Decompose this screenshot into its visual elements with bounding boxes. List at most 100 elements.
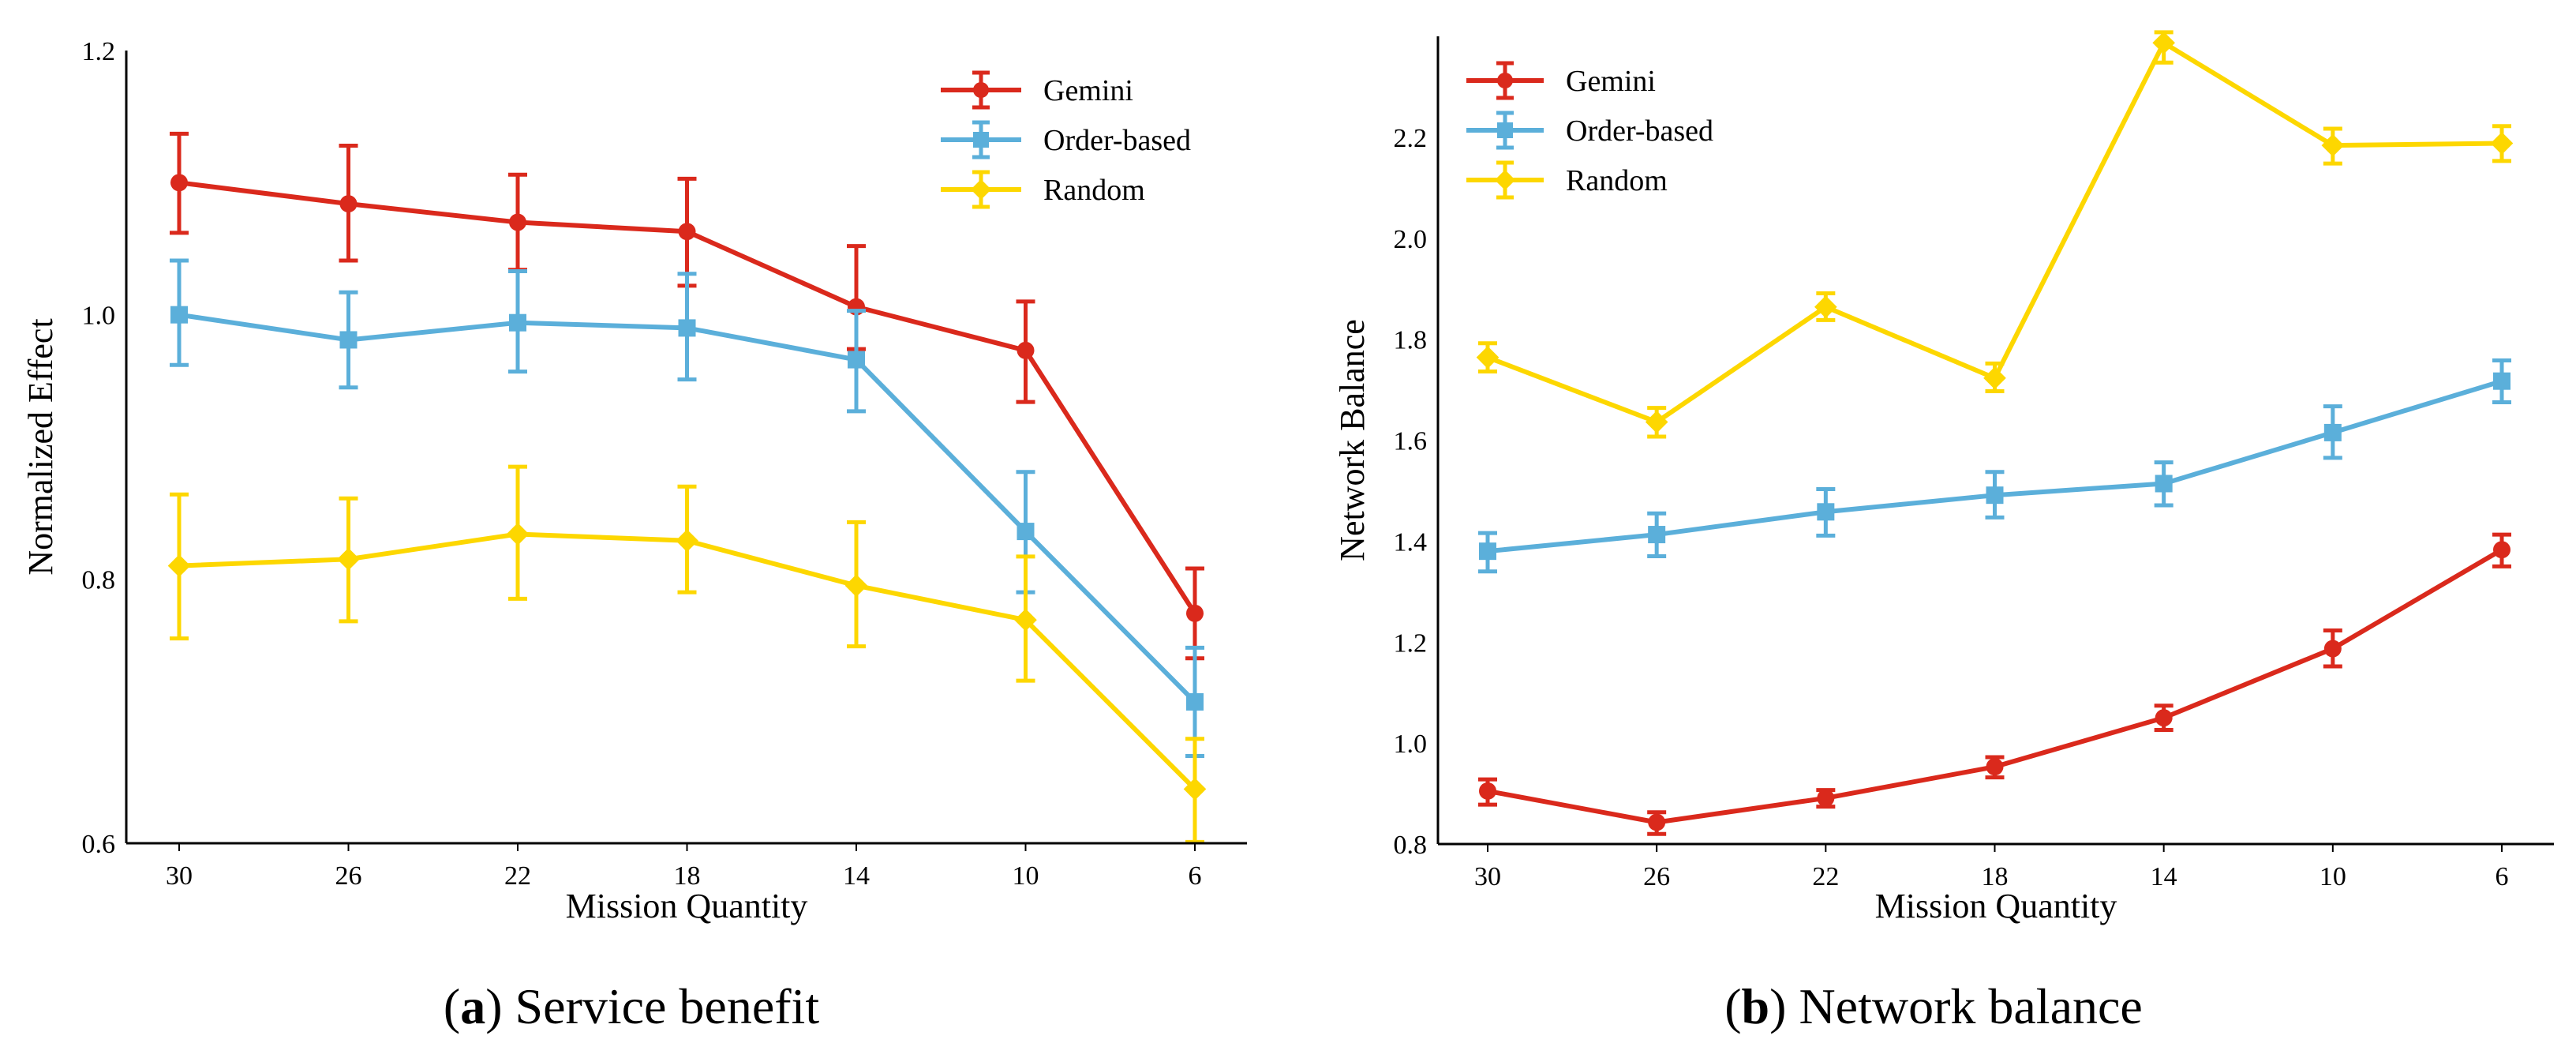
- legend-item-gemini: Gemini: [1466, 61, 1656, 100]
- x-tick-label: 18: [1982, 862, 2009, 891]
- x-tick-label: 10: [2320, 862, 2346, 891]
- data-point-gemini: [1479, 782, 1496, 800]
- legend-label: Gemini: [1566, 65, 1656, 98]
- y-tick-label: 1.0: [1394, 730, 1428, 759]
- data-point-order_based: [1017, 523, 1035, 541]
- x-tick-label: 10: [1013, 861, 1039, 891]
- data-point-random: [1014, 608, 1037, 632]
- x-tick-label: 22: [504, 861, 531, 891]
- y-tick-label: 0.6: [82, 830, 116, 859]
- data-point-order_based: [1817, 503, 1835, 521]
- data-point-order_based: [1648, 526, 1666, 544]
- caption-letter: a: [460, 978, 485, 1034]
- data-point-random: [676, 529, 698, 553]
- data-point-gemini: [678, 223, 696, 241]
- caption: (a) Service benefit: [444, 978, 819, 1034]
- data-point-random: [1183, 778, 1207, 801]
- series-order_based: [1478, 358, 2511, 574]
- data-point-order_based: [2493, 372, 2510, 390]
- legend-marker-order_based: [973, 132, 989, 148]
- x-tick-label: 18: [674, 861, 701, 891]
- data-point-random: [337, 547, 360, 571]
- x-tick-label: 14: [2151, 862, 2177, 891]
- data-point-random: [1983, 366, 2006, 390]
- legend-item-order_based: Order-based: [941, 120, 1191, 159]
- y-tick-label: 2.2: [1394, 124, 1428, 153]
- y-tick-label: 1.6: [1394, 427, 1428, 456]
- legend-item-gemini: Gemini: [941, 70, 1133, 110]
- data-point-gemini: [1017, 341, 1035, 359]
- x-tick-label: 26: [1643, 862, 1670, 891]
- caption-paren-open: (: [1724, 978, 1741, 1034]
- x-axis-label: Mission Quantity: [1875, 887, 2117, 925]
- legend-marker-random: [971, 179, 991, 200]
- data-point-random: [844, 574, 868, 597]
- data-point-random: [1814, 295, 1837, 319]
- data-point-order_based: [1479, 542, 1496, 561]
- legend-label: Random: [1566, 164, 1668, 197]
- data-point-order_based: [848, 351, 865, 369]
- legend: Gemini Order-based Random: [1466, 61, 1713, 200]
- series-random: [167, 464, 1207, 844]
- y-axis-label: Normalized Effect: [21, 318, 60, 575]
- data-point-gemini: [2323, 640, 2342, 658]
- caption-paren-close: ): [1769, 978, 1799, 1034]
- legend-label: Order-based: [1043, 124, 1191, 157]
- legend-item-order_based: Order-based: [1466, 111, 1713, 150]
- x-tick-label: 14: [843, 861, 870, 891]
- caption-paren-open: (: [444, 978, 460, 1034]
- legend-marker-order_based: [1497, 122, 1513, 138]
- data-point-random: [1645, 411, 1668, 433]
- data-point-gemini: [509, 213, 526, 231]
- data-point-random: [167, 554, 191, 577]
- series-random: [1476, 30, 2514, 439]
- data-point-random: [1476, 346, 1500, 369]
- data-point-order_based: [509, 313, 526, 332]
- x-tick-label: 26: [335, 861, 362, 891]
- y-tick-label: 1.8: [1394, 326, 1428, 355]
- series-line-gemini: [1487, 547, 2503, 825]
- legend-marker-gemini: [973, 82, 989, 98]
- legend-item-random: Random: [1466, 160, 1668, 200]
- caption-paren-close: ): [485, 978, 515, 1034]
- legend-label: Order-based: [1566, 114, 1713, 148]
- x-ticks: 30 26 22 18 14 10 6: [1474, 844, 2509, 891]
- y-tick-label: 0.8: [82, 565, 116, 595]
- data-point-gemini: [1648, 813, 1666, 831]
- y-tick-label: 1.2: [1394, 628, 1428, 658]
- legend-label: Random: [1043, 174, 1145, 207]
- data-point-order_based: [170, 306, 188, 324]
- x-tick-label: 22: [1812, 862, 1839, 891]
- legend-marker-gemini: [1497, 73, 1513, 88]
- data-point-order_based: [678, 319, 696, 337]
- panel-service-benefit: 30 26 22 18 14 10 6 0.6 0.8 1.0 1.2 Normalized Ef…: [21, 37, 1247, 1034]
- x-tick-label: 30: [1474, 862, 1501, 891]
- data-point-gemini: [1817, 789, 1835, 807]
- series-line-order_based: [1487, 378, 2503, 554]
- data-point-random: [506, 523, 530, 546]
- data-point-order_based: [1986, 486, 2004, 505]
- data-point-gemini: [2493, 541, 2510, 559]
- data-point-gemini: [1186, 604, 1204, 622]
- caption: (b) Network balance: [1724, 978, 2143, 1034]
- y-tick-label: 0.8: [1394, 831, 1428, 860]
- legend: Gemini Order-based Random: [941, 70, 1191, 209]
- series-layer: [167, 131, 1207, 844]
- data-point-random: [2321, 133, 2345, 157]
- data-point-random: [2152, 32, 2175, 54]
- y-axis-label: Network Balance: [1333, 319, 1372, 561]
- x-ticks: 30 26 22 18 14 10 6: [166, 843, 1202, 891]
- data-point-order_based: [339, 331, 358, 349]
- data-point-random: [2490, 132, 2514, 155]
- x-tick-label: 30: [166, 861, 193, 891]
- y-tick-label: 1.0: [82, 302, 116, 331]
- legend-marker-random: [1495, 170, 1515, 190]
- x-axis-label: Mission Quantity: [566, 887, 808, 925]
- data-point-order_based: [2323, 423, 2342, 441]
- x-tick-label: 6: [2496, 862, 2509, 891]
- caption-text: Service benefit: [515, 978, 820, 1034]
- data-point-order_based: [1186, 692, 1204, 711]
- y-ticks: 0.8 1.0 1.2 1.4 1.6 1.8 2.0 2.2: [1394, 124, 1428, 860]
- data-point-gemini: [1986, 758, 2004, 776]
